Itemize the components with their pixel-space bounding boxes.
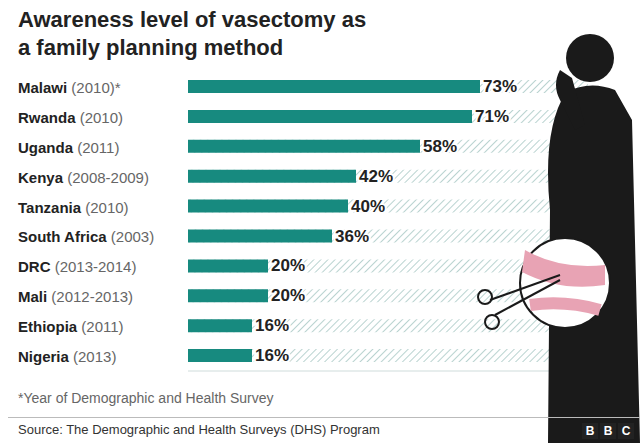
svg-text:36%: 36% — [335, 227, 369, 246]
svg-text:South Africa (2003): South Africa (2003) — [18, 228, 154, 245]
svg-text:Nigeria (2013): Nigeria (2013) — [18, 348, 116, 365]
html-text:Awareness level of vasectomy a: Awareness level of vasectomy as a family… — [18, 7, 367, 60]
svg-text:73%: 73% — [483, 77, 517, 96]
svg-text:Kenya (2008-2009): Kenya (2008-2009) — [18, 168, 149, 185]
svg-text:40%: 40% — [351, 197, 385, 216]
svg-text:16%: 16% — [255, 316, 289, 335]
svg-text:Mali (2012-2013): Mali (2012-2013) — [18, 288, 133, 305]
svg-text:71%: 71% — [475, 107, 509, 126]
svg-text:20%: 20% — [271, 256, 305, 275]
html-text:B: B — [603, 424, 613, 438]
svg-text:58%: 58% — [423, 137, 457, 156]
svg-text:20%: 20% — [271, 286, 305, 305]
svg-text:42%: 42% — [359, 167, 393, 186]
svg-text:16%: 16% — [255, 346, 289, 365]
svg-text:Tanzania (2010): Tanzania (2010) — [18, 198, 129, 215]
html-text:*Year of Demographic and Healt: *Year of Demographic and Health Survey — [18, 390, 274, 406]
html-text:B: B — [585, 424, 595, 438]
html-text:Source: The Demographic and He: Source: The Demographic and Health Surve… — [18, 422, 380, 437]
svg-text:DRC (2013-2014): DRC (2013-2014) — [18, 258, 136, 275]
svg-text:Uganda (2011): Uganda (2011) — [18, 138, 119, 155]
html-text:C: C — [621, 424, 631, 438]
svg-text:Rwanda (2010): Rwanda (2010) — [18, 108, 123, 125]
svg-text:Malawi (2010)*: Malawi (2010)* — [18, 78, 121, 95]
svg-text:Ethiopia (2011): Ethiopia (2011) — [18, 318, 124, 335]
